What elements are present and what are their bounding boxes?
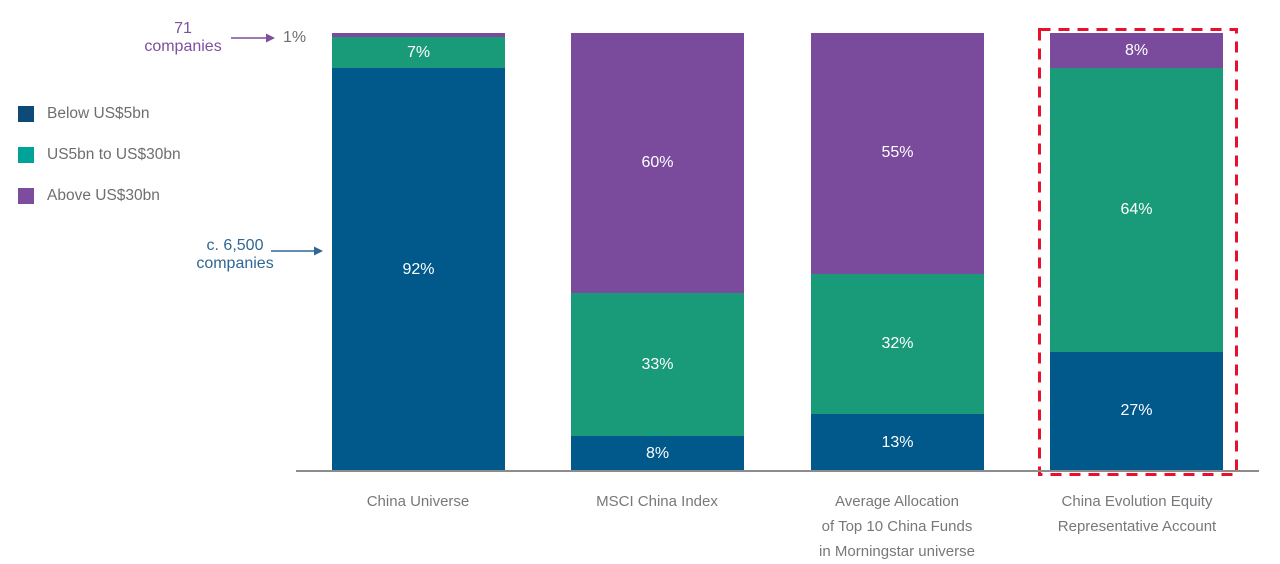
highlight-box	[1037, 27, 1239, 482]
arrow-right-icon	[230, 31, 276, 50]
segment-value-label: 27%	[1120, 402, 1153, 420]
x-axis-line	[296, 470, 1259, 472]
legend-swatch-below-us5bn	[18, 106, 34, 122]
segment-value-label: 13%	[881, 433, 914, 451]
bar-segment: 7%	[332, 37, 505, 69]
annotation-line: c. 6,500	[206, 237, 264, 254]
bar-segment: 55%	[811, 33, 984, 274]
bar-3: 55% 32% 13%	[811, 33, 984, 471]
bar-segment: 64%	[1050, 68, 1223, 352]
bar-segment: 8%	[571, 436, 744, 471]
annotation-line: companies	[196, 255, 274, 272]
legend-label: Above US$30bn	[47, 187, 160, 204]
bar-segment: 13%	[811, 414, 984, 471]
legend-item-us5bn-to-us30bn: US5bn to US$30bn	[18, 146, 181, 163]
segment-value-label: 33%	[641, 355, 674, 373]
annotation-71-companies: 71 companies	[140, 20, 226, 56]
segment-value-label: 60%	[641, 154, 674, 172]
bar-segment: 33%	[571, 293, 744, 437]
legend-label: Below US$5bn	[47, 105, 150, 122]
segment-value-label: 8%	[1124, 41, 1149, 59]
bar-segment: 32%	[811, 273, 984, 415]
legend-label: US5bn to US$30bn	[47, 146, 181, 163]
segment-value-label: 64%	[1120, 200, 1153, 218]
arrow-right-icon	[270, 244, 324, 263]
annotation-6500-companies: c. 6,500 companies	[192, 237, 278, 273]
legend: Below US$5bn US5bn to US$30bn Above US$3…	[18, 105, 181, 229]
segment-value-label: 32%	[881, 334, 914, 352]
legend-swatch-us5bn-to-us30bn	[18, 147, 34, 163]
bar-segment: 92%	[332, 68, 505, 471]
bar-segment: 60%	[571, 33, 744, 294]
segment-value-label: 92%	[402, 260, 435, 278]
bar-segment	[332, 33, 505, 38]
annotation-line: companies	[144, 38, 222, 55]
annotation-line: 71	[174, 20, 192, 37]
segment-value-label: 8%	[645, 444, 670, 462]
legend-item-below-us5bn: Below US$5bn	[18, 105, 181, 122]
legend-swatch-above-us30bn	[18, 188, 34, 204]
legend-item-above-us30bn: Above US$30bn	[18, 187, 181, 204]
bar-segment: 8%	[1050, 33, 1223, 69]
bar-1: 7% 92%	[332, 33, 505, 471]
bar-4: 8% 64% 27%	[1050, 33, 1223, 471]
segment-value-label: 7%	[406, 43, 431, 61]
one-percent-label: 1%	[283, 29, 307, 46]
bar-segment: 27%	[1050, 351, 1223, 471]
segment-value-label: 55%	[881, 144, 914, 162]
bar-2: 60% 33% 8%	[571, 33, 744, 471]
